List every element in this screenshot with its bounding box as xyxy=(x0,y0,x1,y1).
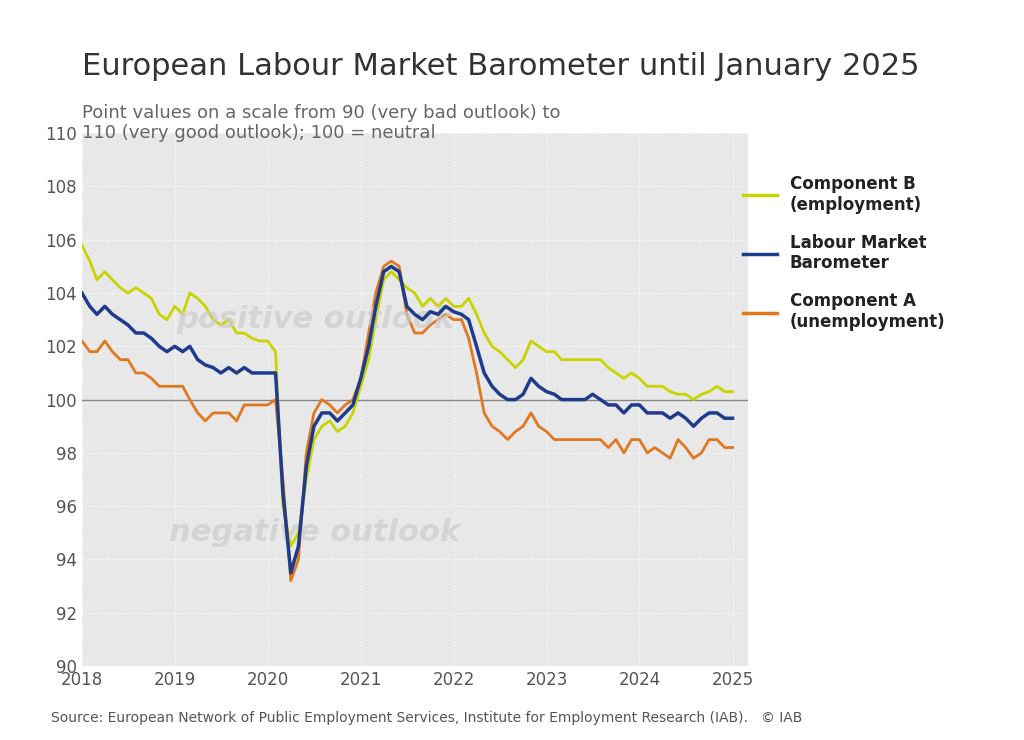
Text: Source: European Network of Public Employment Services, Institute for Employment: Source: European Network of Public Emplo… xyxy=(51,711,803,725)
Legend: Component B
(employment), Labour Market
Barometer, Component A
(unemployment): Component B (employment), Labour Market … xyxy=(736,168,952,338)
Text: negative outlook: negative outlook xyxy=(169,518,461,548)
Text: Point values on a scale from 90 (very bad outlook) to
110 (very good outlook); 1: Point values on a scale from 90 (very ba… xyxy=(82,104,560,142)
Text: positive outlook: positive outlook xyxy=(176,305,454,334)
Text: European Labour Market Barometer until January 2025: European Labour Market Barometer until J… xyxy=(82,52,920,81)
